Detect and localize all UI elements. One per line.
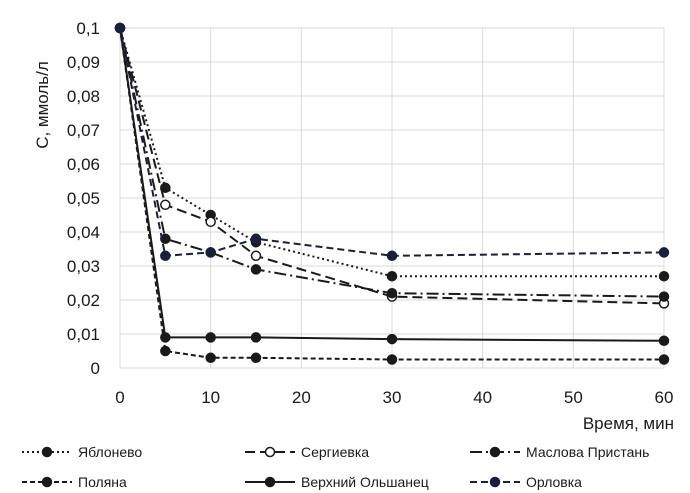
data-point	[205, 247, 216, 258]
x-tick-label: 40	[473, 388, 492, 407]
data-point	[658, 247, 670, 258]
series-line	[119, 27, 665, 257]
series-line	[119, 27, 665, 298]
legend-label: Верхний Ольшанец	[301, 474, 429, 490]
data-point	[205, 352, 216, 364]
data-point	[250, 352, 262, 364]
y-tick-label: 0,08	[67, 87, 100, 106]
x-tick-label: 60	[655, 388, 674, 407]
data-point	[658, 335, 670, 347]
data-point	[160, 332, 171, 343]
data-point	[160, 182, 171, 194]
legend-label: Маслова Пристань	[526, 444, 649, 460]
legend-swatch-marker	[264, 446, 276, 458]
y-tick-label: 0,1	[76, 19, 100, 38]
series-0	[114, 22, 670, 282]
data-point	[386, 270, 398, 282]
data-point	[386, 354, 398, 365]
y-tick-label: 0,01	[67, 325, 100, 344]
data-point	[386, 250, 398, 262]
data-point	[658, 270, 670, 282]
data-point	[114, 22, 126, 34]
y-ticks: 0 0,01 0,02 0,03 0,04 0,05 0,06 0,07 0,08 0,09 0,1	[67, 19, 100, 378]
y-axis-label: С, ммоль/л	[33, 61, 52, 149]
legend-swatch-marker	[264, 476, 276, 488]
series-5	[114, 22, 670, 262]
legend-item-0: Яблонево	[22, 444, 142, 460]
data-point	[205, 216, 216, 228]
series-line	[119, 27, 665, 342]
x-axis-label: Время, мин	[583, 414, 674, 433]
legend-item-1: Сергиевка	[245, 444, 369, 460]
series-line	[119, 27, 664, 361]
data-point	[160, 199, 171, 211]
data-point	[250, 264, 262, 275]
legend-label: Орловка	[526, 474, 582, 490]
legend-item-4: Верхний Ольшанец	[245, 474, 429, 490]
data-point	[205, 332, 216, 343]
data-point	[160, 250, 171, 262]
data-point	[386, 333, 398, 345]
y-tick-label: 0,04	[67, 223, 100, 242]
y-tick-label: 0,05	[67, 189, 100, 208]
series-line	[119, 27, 665, 305]
y-tick-label: 0	[91, 359, 100, 378]
legend-item-3: Поляна	[22, 474, 127, 490]
data-point	[250, 233, 262, 245]
data-point	[658, 291, 670, 302]
legend-label: Яблонево	[78, 444, 142, 460]
y-tick-label: 0,09	[67, 53, 100, 72]
data-point	[386, 287, 398, 299]
y-tick-label: 0,06	[67, 155, 100, 174]
legend-swatch-marker	[41, 446, 53, 458]
series-group	[114, 22, 670, 365]
y-tick-label: 0,02	[67, 291, 100, 310]
series-2	[114, 22, 670, 302]
data-point	[160, 233, 171, 245]
data-point	[250, 332, 262, 343]
data-point	[160, 345, 171, 357]
x-tick-label: 50	[564, 388, 583, 407]
x-tick-label: 0	[115, 388, 124, 407]
legend-label: Сергиевка	[301, 444, 369, 460]
data-point	[658, 354, 670, 365]
grid	[119, 27, 665, 369]
legend-swatch-marker	[489, 476, 501, 488]
series-line	[119, 27, 664, 278]
x-tick-label: 20	[292, 388, 311, 407]
legend-label: Поляна	[78, 474, 127, 490]
legend: Яблонево Сергиевка Маслова Пристань Поляна В…	[22, 444, 649, 490]
legend-item-5: Орловка	[470, 474, 582, 490]
x-tick-label: 30	[383, 388, 402, 407]
x-ticks: 0 10 20 30 40 50 60	[115, 388, 673, 407]
y-tick-label: 0,03	[67, 257, 100, 276]
legend-item-2: Маслова Пристань	[470, 444, 649, 460]
legend-swatch-marker	[41, 476, 53, 488]
data-point	[250, 250, 262, 262]
x-tick-label: 10	[201, 388, 220, 407]
legend-swatch-marker	[489, 446, 501, 458]
y-tick-label: 0,07	[67, 121, 100, 140]
